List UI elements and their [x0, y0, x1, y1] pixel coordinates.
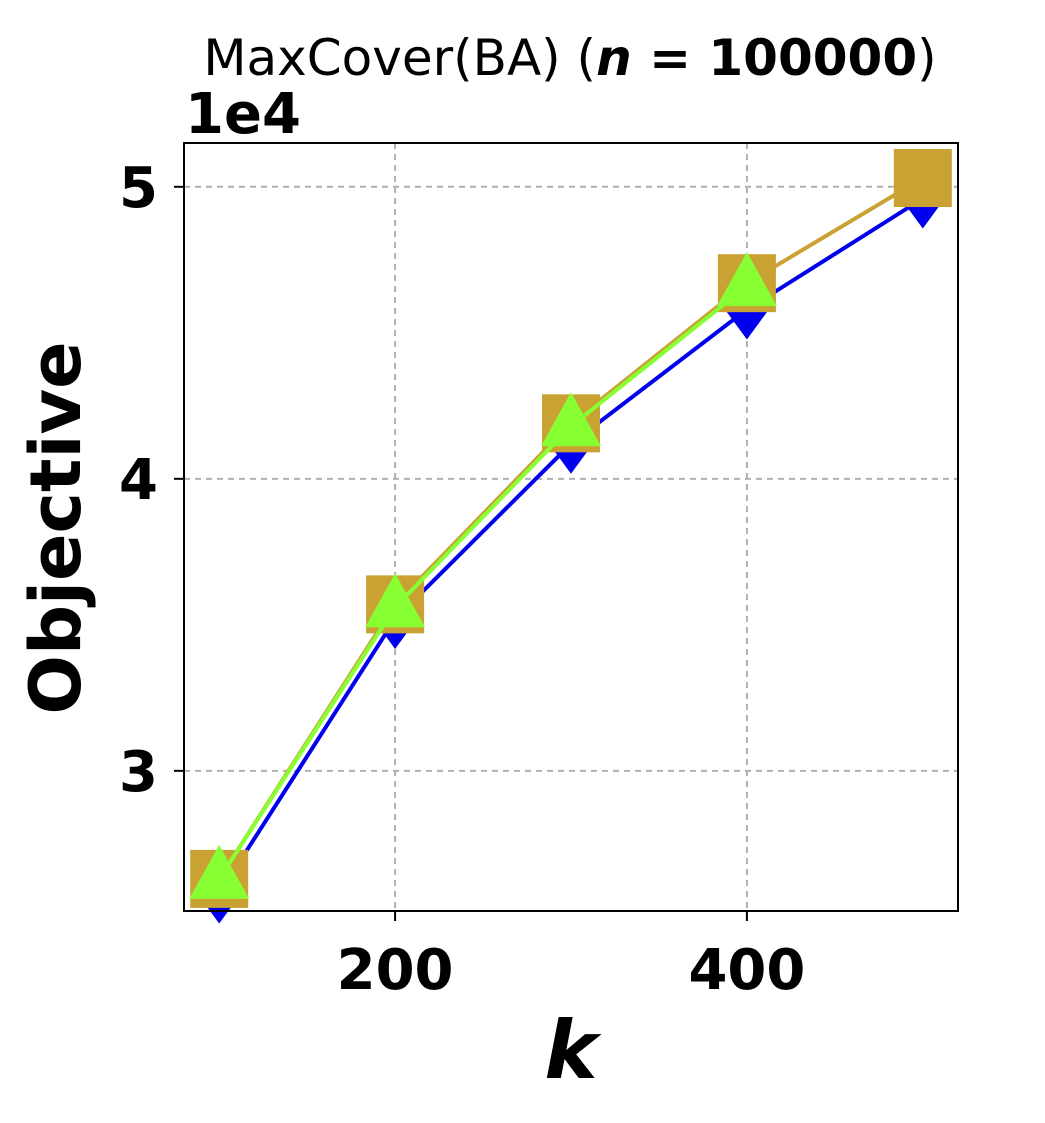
- y-tick-label-2: 5: [119, 156, 158, 221]
- grid: [184, 143, 958, 911]
- series-0-line: [217, 196, 924, 895]
- axes: 200 400 3 4 5: [119, 156, 805, 1003]
- plot-area-frame: [183, 142, 959, 912]
- chart-title-variable: n: [596, 29, 632, 87]
- chart-title-equation: = 100000: [632, 29, 917, 87]
- x-tick-label-0: 200: [337, 938, 454, 1003]
- series-1-point-4: [893, 149, 952, 208]
- series-2-point-0: [189, 844, 250, 899]
- y-axis-offset-label: 1e4: [185, 82, 301, 147]
- series-0: [197, 168, 945, 924]
- series-2-point-2: [541, 392, 601, 447]
- series-2-point-1: [365, 573, 426, 628]
- y-tick-label-1: 4: [119, 448, 158, 513]
- series-2-point-3: [716, 252, 777, 307]
- chart-title-prefix: MaxCover(BA) (: [203, 29, 596, 87]
- series-group: [189, 149, 952, 924]
- series-2: [189, 252, 777, 899]
- series-1-line: [217, 176, 924, 880]
- x-tick-label-1: 400: [688, 938, 805, 1003]
- series-1: [190, 149, 952, 908]
- chart-title-suffix: ): [917, 29, 937, 87]
- y-axis-label: Objective: [15, 341, 97, 714]
- chart-title: MaxCover(BA) (n = 100000): [203, 29, 936, 87]
- series-2-line: [217, 284, 749, 880]
- y-tick-label-0: 3: [119, 740, 158, 805]
- x-axis-label: k: [544, 1004, 602, 1097]
